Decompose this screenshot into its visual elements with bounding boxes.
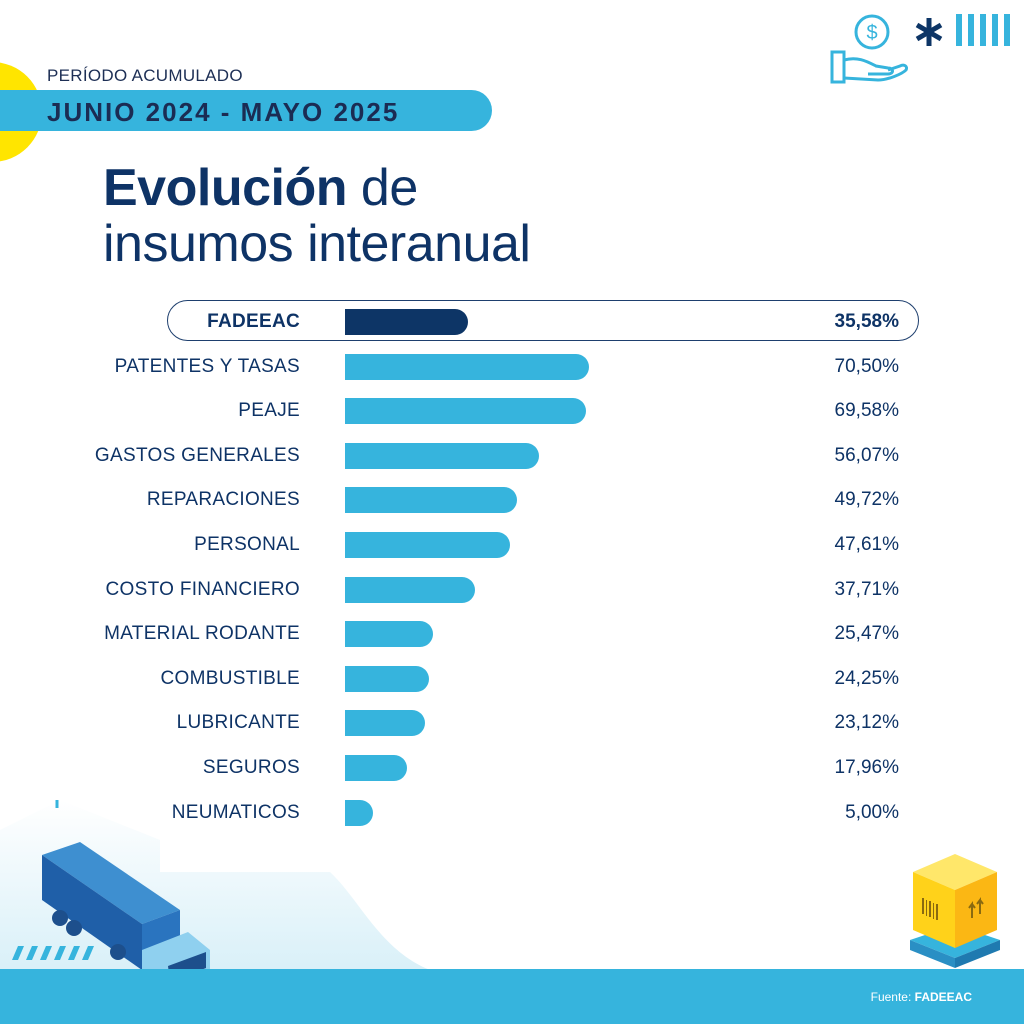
category-label: COSTO FINANCIERO — [105, 578, 300, 600]
package-pallet-illustration — [910, 854, 1000, 968]
category-label: REPARACIONES — [146, 489, 300, 511]
title-line2: insumos interanual — [103, 215, 531, 273]
bar-personal — [345, 532, 510, 558]
period-band — [0, 90, 492, 131]
bar-combustible — [345, 665, 429, 692]
category-label: NEUMATICOS — [171, 801, 300, 823]
bar-patentes-y-tasas — [345, 353, 589, 380]
value-label: 25,47% — [834, 623, 899, 645]
source-note: Fuente: FADEEAC — [871, 990, 972, 1004]
value-label: 23,12% — [834, 712, 899, 734]
value-label: 37,71% — [834, 578, 899, 600]
value-label: 70,50% — [834, 355, 899, 377]
stripes-icon — [956, 14, 1010, 46]
bar-fadeeac — [345, 309, 469, 335]
category-label: FADEEAC — [207, 311, 300, 332]
top-icons: $ — [830, 14, 1010, 84]
bar-neumaticos — [345, 799, 373, 826]
source-name: FADEEAC — [914, 990, 972, 1004]
bar-seguros — [345, 755, 408, 781]
page-title: Evolución de insumos interanual — [103, 159, 531, 273]
fadeeac-highlight-frame — [167, 300, 919, 341]
value-label: 69,58% — [834, 400, 899, 422]
bar-lubricante — [345, 710, 425, 737]
svg-text:$: $ — [866, 22, 877, 44]
bar-reparaciones — [345, 487, 518, 514]
category-label: MATERIAL RODANTE — [104, 623, 300, 645]
period-range: JUNIO 2024 - MAYO 2025 — [47, 97, 400, 127]
value-label: 24,25% — [834, 667, 899, 689]
category-label: PEAJE — [238, 400, 300, 422]
footer-band — [0, 969, 1024, 1024]
value-label: 49,72% — [834, 489, 899, 511]
bottom-decoration — [0, 800, 1000, 998]
category-label: COMBUSTIBLE — [160, 667, 300, 689]
source-label: Fuente: — [870, 990, 915, 1004]
hand-money-icon: $ — [830, 14, 908, 84]
category-label: PERSONAL — [194, 534, 300, 555]
asterisk-icon — [915, 18, 943, 46]
value-label: 35,58% — [834, 311, 899, 332]
category-label: SEGUROS — [202, 757, 300, 778]
bar-material-rodante — [345, 621, 434, 648]
value-label: 17,96% — [834, 757, 899, 778]
bar-peaje — [345, 398, 586, 425]
bar-gastos-generales — [345, 442, 539, 469]
category-label: GASTOS GENERALES — [94, 444, 300, 466]
period-label: PERÍODO ACUMULADO — [47, 66, 243, 85]
value-label: 47,61% — [834, 534, 899, 555]
bar-costo-financiero — [345, 576, 476, 603]
plus-icon — [55, 800, 59, 808]
title-rest: de — [346, 159, 418, 217]
value-label: 5,00% — [845, 801, 899, 823]
title-bold: Evolución — [103, 159, 347, 217]
category-label: PATENTES Y TASAS — [114, 355, 300, 377]
value-label: 56,07% — [834, 444, 899, 466]
category-label: LUBRICANTE — [176, 712, 300, 734]
